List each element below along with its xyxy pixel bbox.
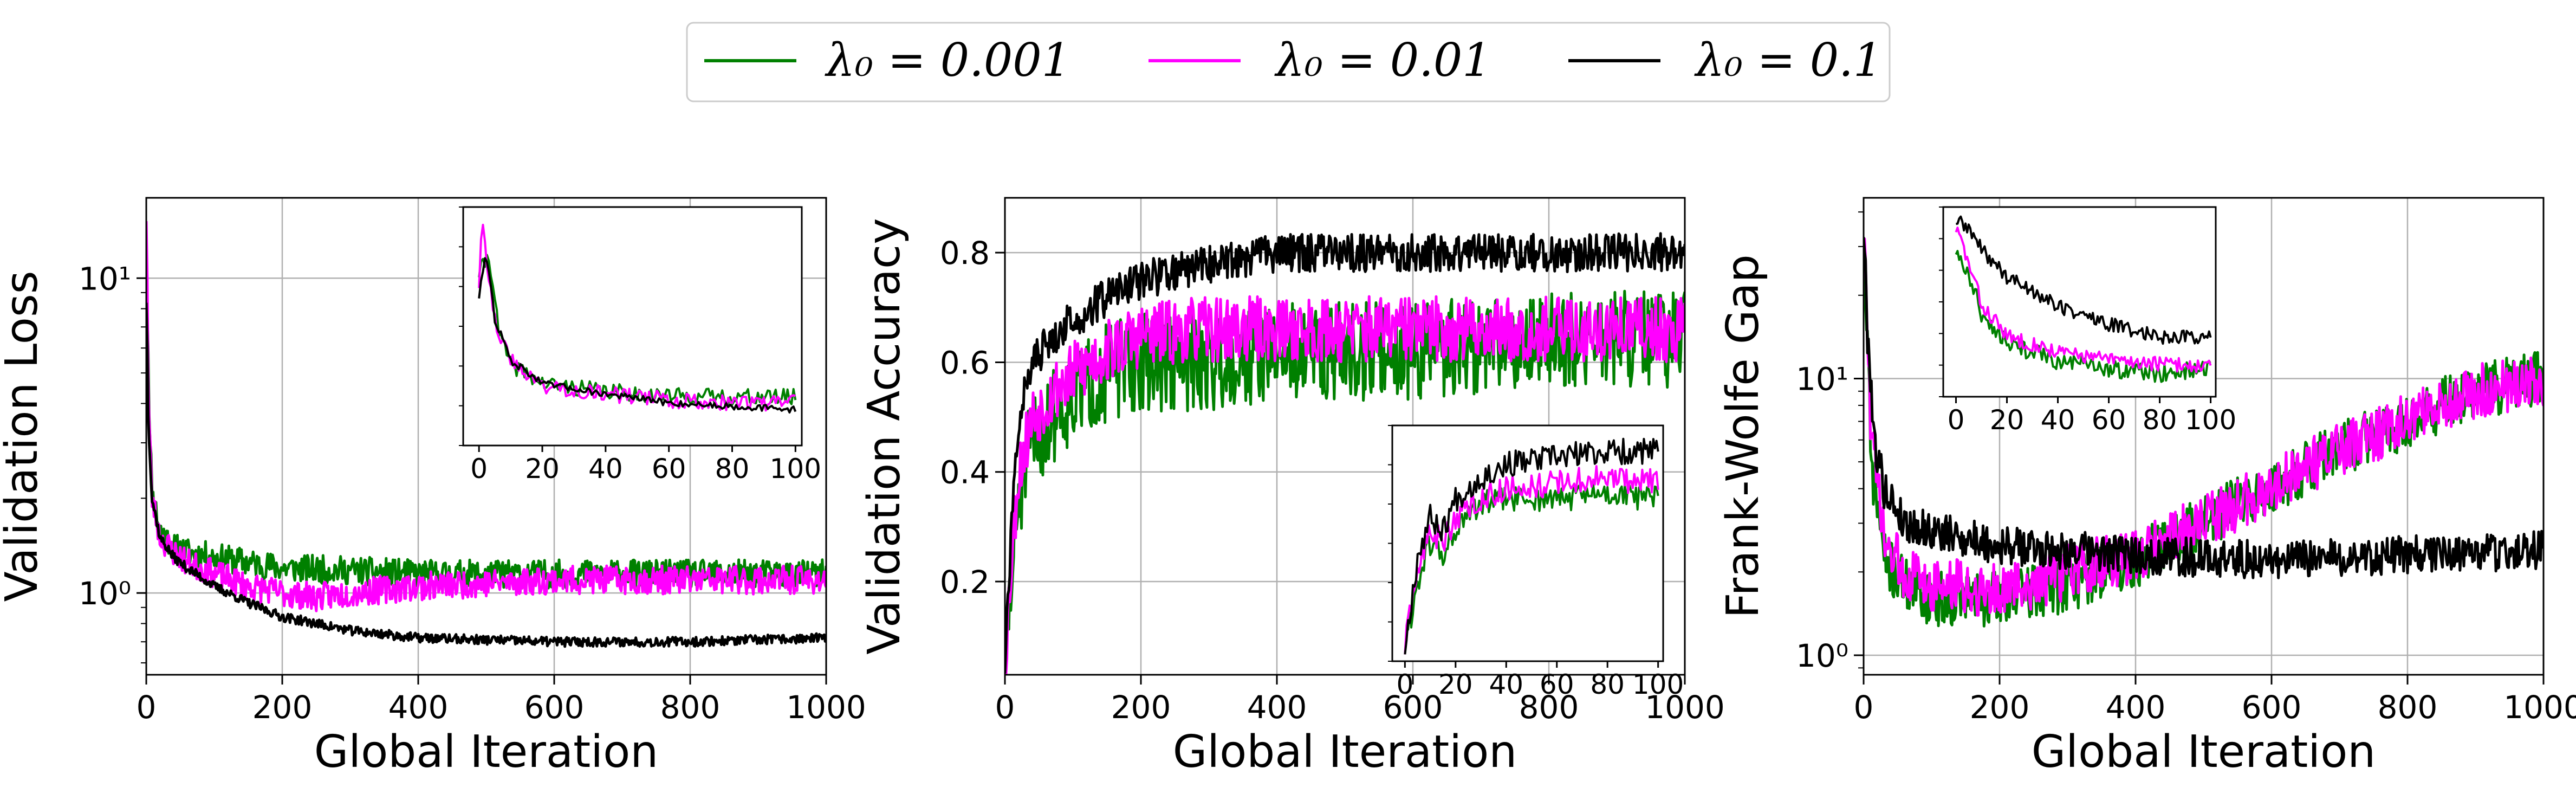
panel2-frame bbox=[1863, 197, 2545, 676]
panel0-inset-series-0 bbox=[478, 254, 797, 406]
panel1-inset-xtick-label-0: 0 bbox=[1396, 669, 1413, 700]
panel2-ytick-label-0: 10⁰ bbox=[1796, 637, 1848, 674]
panel0-inset-xtick-label-4: 80 bbox=[715, 453, 750, 485]
panel1-xlabel: Global Iteration bbox=[1173, 726, 1517, 778]
panel0-ylabel: Validation Loss bbox=[0, 271, 48, 602]
panel0-xtick-label-5: 1000 bbox=[786, 689, 866, 726]
panel2-ylabel: Frank-Wolfe Gap bbox=[1717, 254, 1769, 618]
panel0-inset-xtick-label-2: 40 bbox=[588, 453, 623, 485]
panel2-series-2 bbox=[1864, 237, 2543, 579]
panel1-series-2 bbox=[1005, 232, 1685, 673]
panel2-inset-series-1 bbox=[1955, 227, 2212, 373]
panel1-inset-xtick-label-3: 60 bbox=[1540, 669, 1574, 700]
panel1-inset-xtick-label-5: 100 bbox=[1632, 669, 1684, 700]
panel1-xtick-label-5: 1000 bbox=[1645, 689, 1725, 726]
panel1-ylabel: Validation Accuracy bbox=[859, 218, 910, 654]
panel1-ytick-label-3: 0.8 bbox=[940, 235, 990, 272]
panel1-inset-xtick-label-4: 80 bbox=[1590, 669, 1625, 700]
panel2-inset-xtick-label-5: 100 bbox=[2185, 404, 2236, 436]
legend-label-1: λ₀ = 0.01 bbox=[1274, 34, 1491, 87]
panel0-xtick-label-2: 400 bbox=[388, 689, 449, 726]
panel2-xtick-label-2: 400 bbox=[2106, 689, 2166, 726]
panel0-inset-plot-area bbox=[463, 207, 802, 446]
panel0-inset-xtick-label-3: 60 bbox=[652, 453, 686, 485]
panel0-inset-xtick-label-0: 0 bbox=[470, 453, 488, 485]
panel1-inset-series-2 bbox=[1404, 437, 1659, 655]
panel2-inset-xtick-label-2: 40 bbox=[2041, 404, 2075, 436]
panel1-ytick-label-1: 0.4 bbox=[940, 454, 990, 491]
panel2-inset-plot-area bbox=[1943, 207, 2216, 397]
panel1-xtick-label-3: 600 bbox=[1383, 689, 1443, 726]
panel1-series-1 bbox=[1005, 295, 1685, 675]
panel0-ytick-label-0: 10⁰ bbox=[79, 575, 131, 612]
panel2-xtick-label-5: 1000 bbox=[2503, 689, 2576, 726]
panel2-inset-xtick-label-1: 20 bbox=[1990, 404, 2025, 436]
panel0-xlabel: Global Iteration bbox=[314, 726, 658, 778]
panel0-inset: 0 20 40 60 80 100 bbox=[459, 206, 821, 485]
panel2-inset-xtick-label-3: 60 bbox=[2092, 404, 2126, 436]
panel1-xtick-label-2: 400 bbox=[1247, 689, 1307, 726]
legend-label-0: λ₀ = 0.001 bbox=[825, 34, 1070, 87]
legend-label-2: λ₀ = 0.1 bbox=[1694, 34, 1882, 87]
panel0-inset-xtick-label-1: 20 bbox=[525, 453, 560, 485]
panel0-inset-xtick-label-5: 100 bbox=[770, 453, 821, 485]
panel0-xtick-label-0: 0 bbox=[137, 689, 157, 726]
panel2-xtick-label-1: 200 bbox=[1970, 689, 2030, 726]
panel2-inset: 0 20 40 60 80 100 bbox=[1939, 206, 2236, 436]
panel2-inset-xtick-label-4: 80 bbox=[2143, 404, 2177, 436]
panel0-ytick-label-1: 10¹ bbox=[79, 260, 131, 297]
panel1-inset-xtick-label-1: 20 bbox=[1438, 669, 1473, 700]
panel2-xtick-label-0: 0 bbox=[1854, 689, 1874, 726]
panel2-xtick-label-3: 600 bbox=[2242, 689, 2302, 726]
panel1-ytick-label-2: 0.6 bbox=[940, 344, 990, 381]
panel2-series-1 bbox=[1864, 237, 2543, 617]
panel2-inset-series-2 bbox=[1956, 215, 2212, 345]
panel0-inset-series-2 bbox=[478, 257, 797, 414]
panel0-series-2 bbox=[146, 302, 826, 648]
panel0-xtick-label-1: 200 bbox=[252, 689, 313, 726]
panel1-ytick-label-0: 0.2 bbox=[940, 564, 990, 601]
panel1-frame bbox=[1004, 197, 1686, 676]
panel2-xlabel: Global Iteration bbox=[2032, 726, 2376, 778]
panel1-inset-xtick-label-2: 40 bbox=[1489, 669, 1523, 700]
panel1-xtick-label-0: 0 bbox=[995, 689, 1015, 726]
panel2-xtick-label-4: 800 bbox=[2378, 689, 2438, 726]
panel1-xtick-label-1: 200 bbox=[1111, 689, 1171, 726]
legend-frame bbox=[686, 22, 1891, 102]
panel1-inset-series-0 bbox=[1404, 482, 1659, 655]
legend: λ₀ = 0.001 λ₀ = 0.01 λ₀ = 0.1 bbox=[686, 22, 1891, 102]
panel1-xtick-label-4: 800 bbox=[1519, 689, 1579, 726]
panel2-ytick-label-1: 10¹ bbox=[1796, 360, 1848, 397]
panel1-inset: 0 20 40 60 80 100 bbox=[1388, 424, 1684, 700]
panel2-inset-xtick-label-0: 0 bbox=[1948, 404, 1965, 436]
panel0-xtick-label-4: 800 bbox=[660, 689, 721, 726]
panel0-xtick-label-3: 600 bbox=[524, 689, 585, 726]
panel0-frame bbox=[145, 197, 827, 676]
panel0-series-1 bbox=[146, 221, 826, 612]
